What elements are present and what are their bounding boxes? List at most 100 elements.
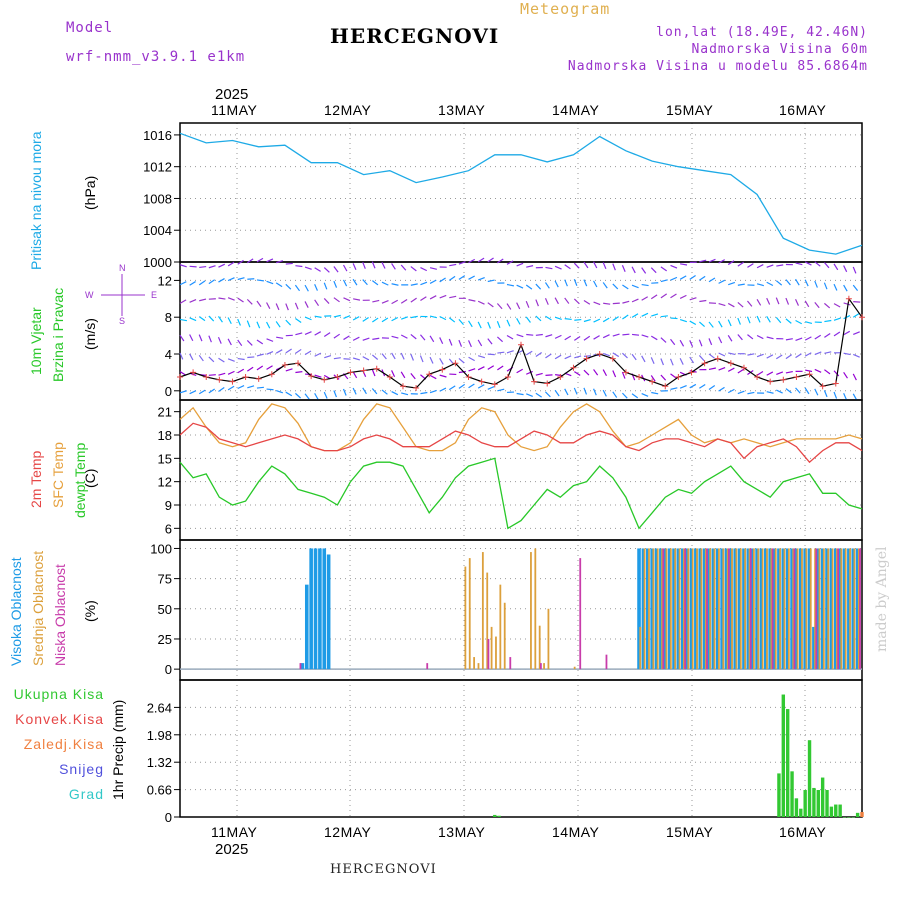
wind-arrow: [304, 316, 312, 321]
wind-arrow: [554, 334, 562, 339]
cloud-bar: [326, 554, 331, 670]
wind-arrow: [362, 279, 368, 286]
wind-arrow: [554, 280, 559, 288]
cloud-bar: [718, 548, 720, 670]
wind-gust-mark: [478, 378, 485, 385]
wind-arrow: [391, 335, 399, 339]
cloud-bar: [722, 548, 725, 670]
wind-arrow: [362, 387, 367, 395]
wind-arrow: [852, 266, 857, 274]
cloud-bar: [477, 663, 480, 670]
wind-arrow: [670, 276, 678, 281]
precip-bar: [812, 787, 816, 817]
wind-arrow: [246, 320, 251, 328]
wind-arrow: [246, 298, 253, 305]
wind-arrow: [804, 279, 809, 287]
cloud-bar: [534, 548, 537, 670]
wind-gust-mark: [662, 383, 669, 390]
wind-arrow: [853, 331, 860, 336]
cloud-bar: [641, 548, 646, 670]
wind-arrow: [227, 370, 235, 375]
wind-arrow: [343, 335, 350, 341]
wind-arrow: [698, 355, 705, 362]
wind-gust-mark: [636, 374, 643, 380]
precip-bar: [493, 814, 497, 817]
wind-arrow: [843, 265, 848, 273]
cloud-bar: [678, 548, 681, 670]
bottom-day-label: 11MAY: [211, 824, 257, 840]
wind-arrow: [352, 387, 357, 395]
wind-arrow: [323, 332, 331, 338]
wind-arrow: [727, 367, 735, 372]
wind-arrow: [208, 265, 216, 269]
cloud-bar: [490, 626, 493, 670]
wind-arrow: [247, 356, 255, 359]
precip-bar: [816, 790, 820, 817]
wind-arrow: [285, 283, 292, 290]
wind-arrow: [612, 263, 616, 271]
wind-arrow: [246, 366, 254, 372]
wind-arrow: [487, 279, 495, 283]
cloud-bar: [715, 548, 720, 670]
wind-arrow: [448, 317, 456, 323]
wind-arrow: [516, 302, 521, 310]
wind-arrow: [718, 366, 726, 371]
wind-arrow: [391, 391, 399, 396]
wind-arrow: [785, 354, 793, 360]
wind-gust-mark: [386, 374, 393, 380]
compass-n: N: [119, 263, 126, 273]
wind-arrow: [525, 284, 533, 290]
wind-arrow: [583, 369, 590, 376]
wind-arrow: [526, 370, 533, 375]
cloud-bar: [538, 625, 541, 670]
cloud-bar: [772, 548, 777, 670]
precip-bar: [847, 817, 851, 818]
wind-arrow: [641, 312, 649, 317]
wind-arrow: [804, 300, 810, 308]
wind-arrow: [843, 284, 848, 292]
top-day-label: 13MAY: [438, 102, 486, 118]
wind-arrow: [487, 338, 493, 345]
wind-gust-mark: [295, 360, 302, 367]
cloud-bar: [825, 548, 829, 670]
wind-arrow: [247, 385, 255, 389]
wind-gust-mark: [203, 374, 210, 380]
wind-arrow: [208, 279, 216, 285]
wind-arrow: [564, 264, 571, 270]
cloud-bar: [844, 548, 847, 670]
wind-arrow: [266, 350, 274, 355]
cloud-bar: [796, 548, 799, 670]
wind-arrow: [294, 284, 301, 292]
wind-arrow: [458, 357, 465, 364]
wind-arrow: [256, 257, 264, 263]
wind-arrow: [708, 277, 716, 283]
wind-arrow: [833, 263, 839, 271]
wind-arrow: [823, 262, 830, 269]
wind-arrow: [525, 300, 530, 308]
wind-arrow: [401, 316, 408, 320]
model-name: wrf-nmm_v3.9.1 e1km: [66, 49, 246, 65]
wind-arrow: [439, 294, 447, 299]
wind-arrow: [718, 303, 726, 307]
cloud-bar: [838, 548, 842, 670]
wind-arrow: [708, 321, 714, 328]
wind-arrow: [728, 281, 736, 286]
wind-arrow: [362, 317, 369, 322]
cloud-bar: [539, 663, 542, 670]
cloud-bar: [735, 548, 738, 670]
wind-arrow: [641, 392, 649, 397]
wind-arrow: [535, 283, 542, 290]
wind-arrow: [381, 389, 388, 395]
cloud-bar: [661, 548, 663, 670]
wind-arrow: [208, 388, 215, 394]
wind-arrow: [391, 299, 399, 305]
cloud-bar: [816, 548, 821, 670]
wind-arrow: [468, 383, 475, 389]
wind-arrow: [420, 296, 427, 302]
wind-arrow: [737, 334, 743, 341]
wind-arrow: [217, 336, 222, 344]
temp-tick-label: 12: [158, 475, 172, 490]
cloud-bar: [757, 548, 760, 670]
wind-arrow: [323, 267, 330, 273]
wind-arrow: [246, 258, 254, 264]
